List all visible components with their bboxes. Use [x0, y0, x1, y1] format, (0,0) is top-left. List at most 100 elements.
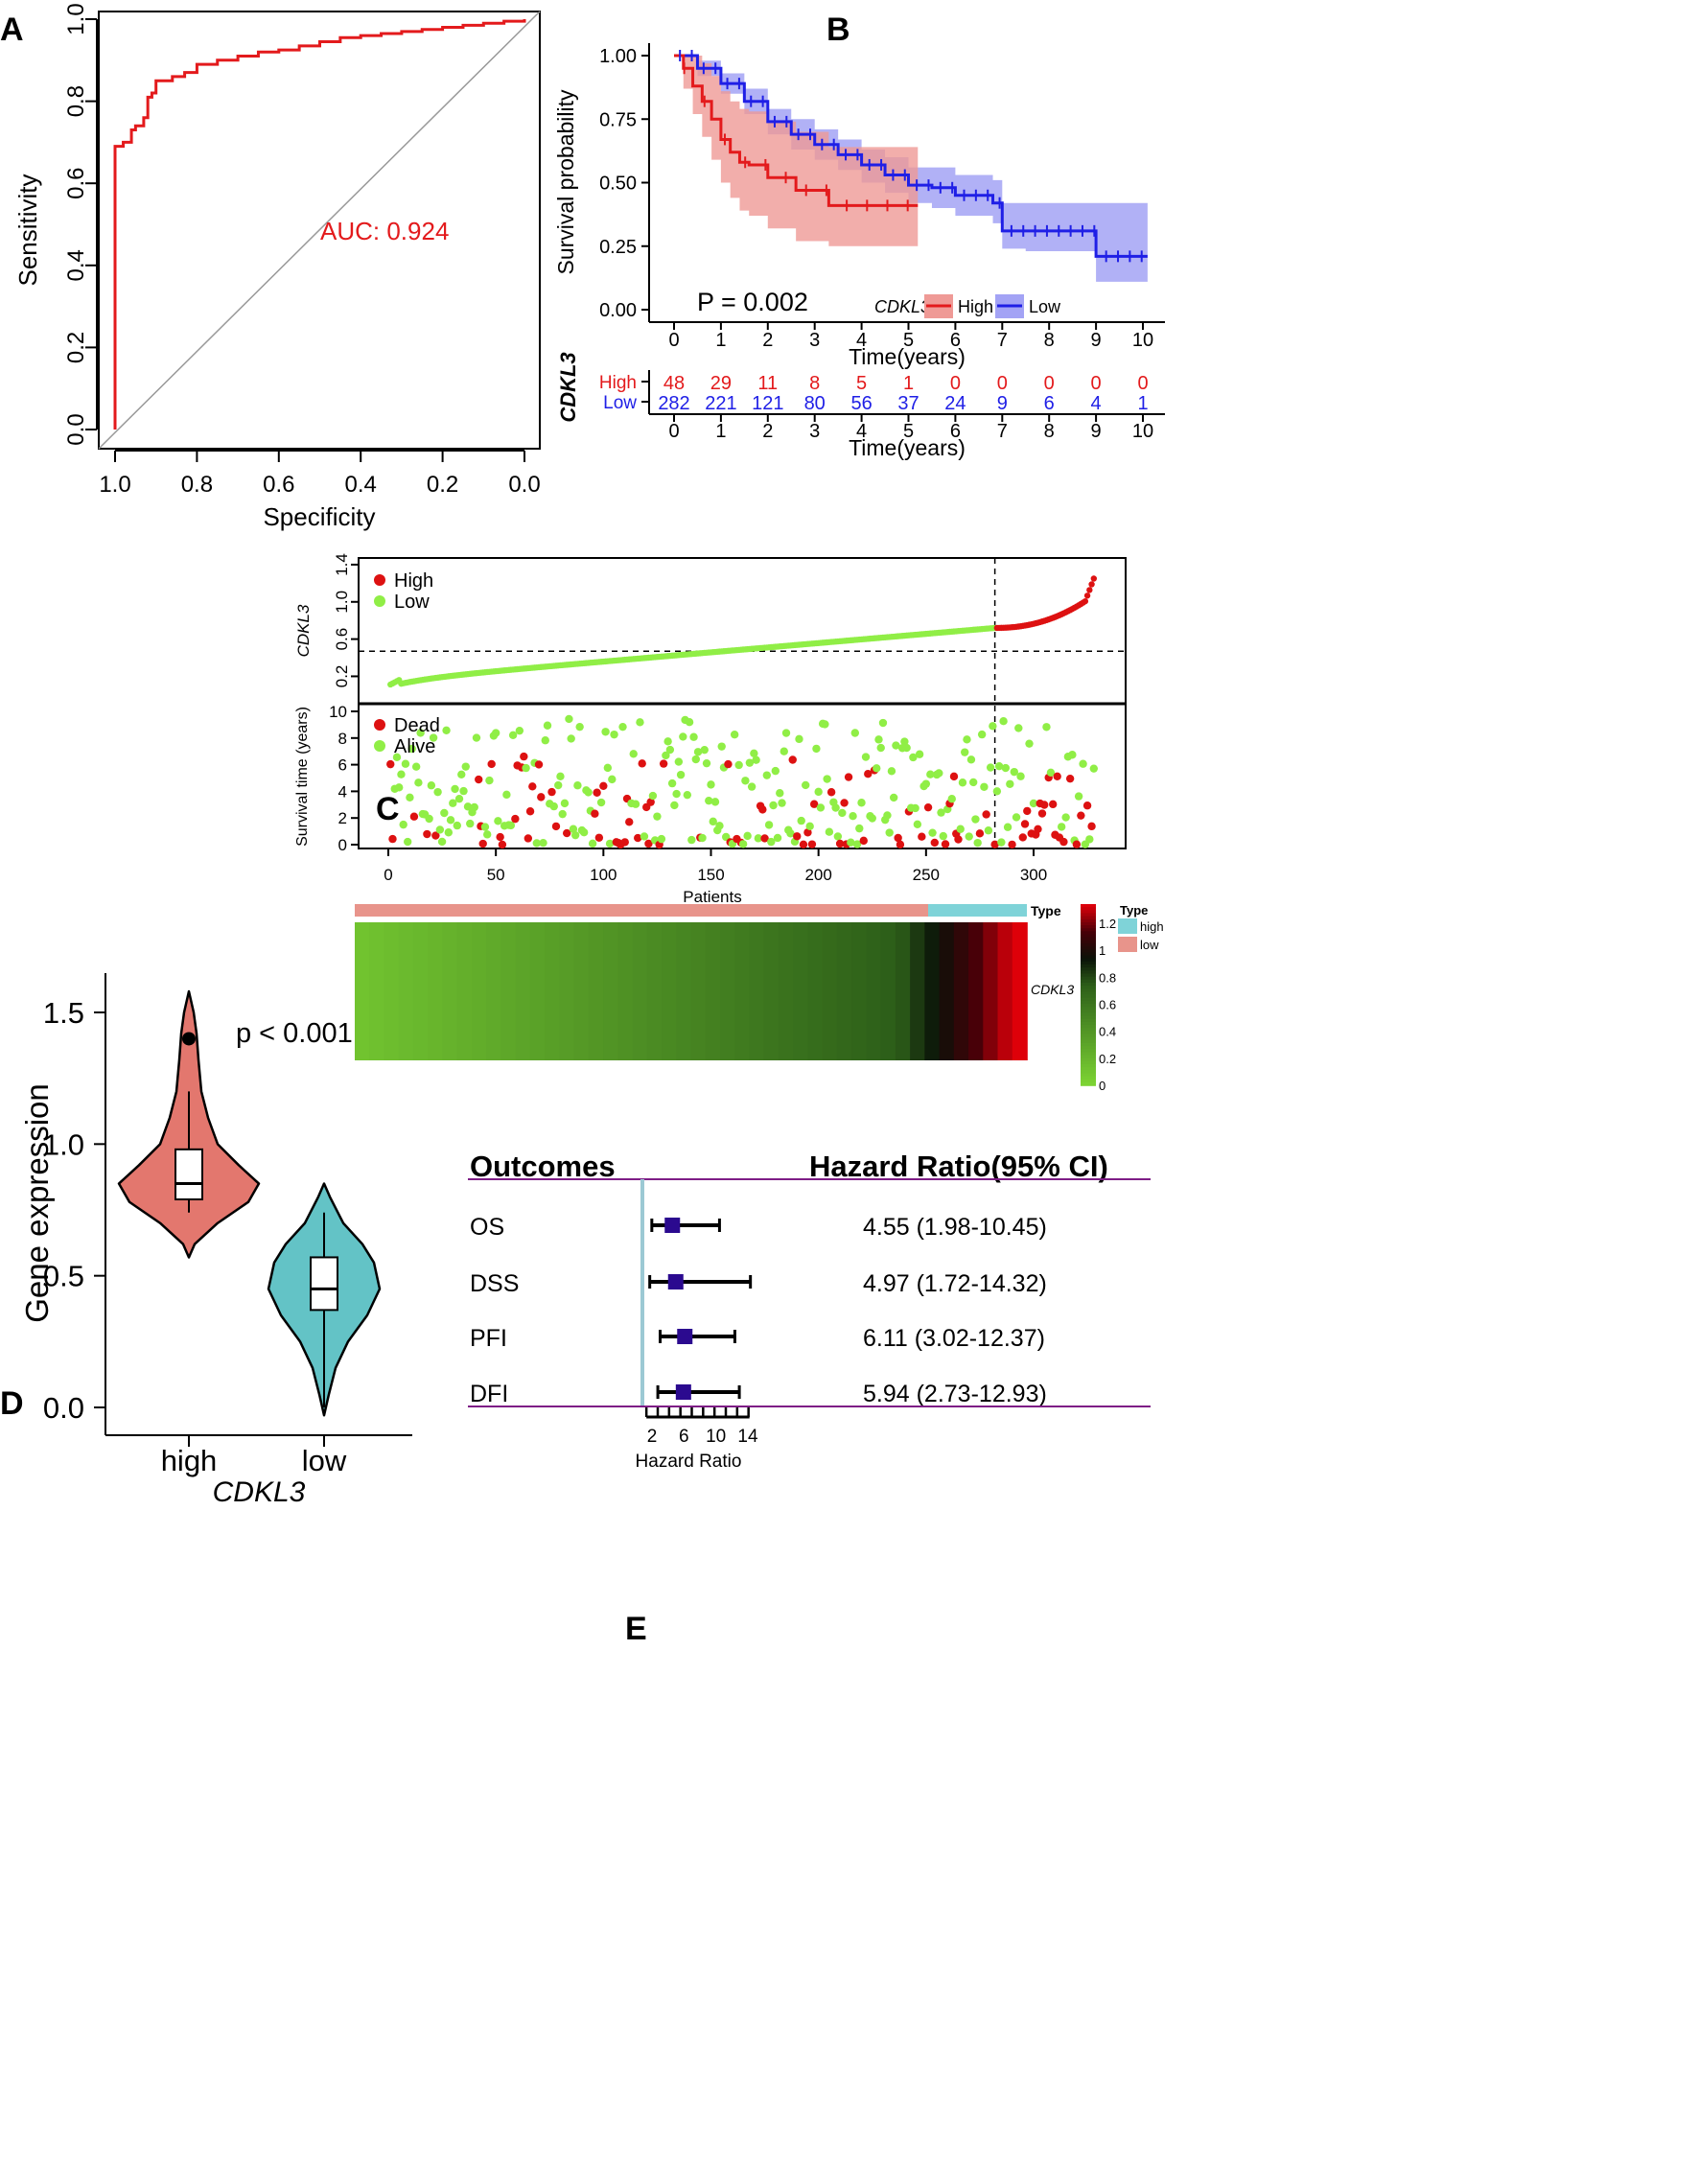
- survival-point: [724, 759, 733, 769]
- survival-point: [752, 755, 760, 764]
- survival-point: [429, 733, 438, 742]
- survival-point: [480, 823, 490, 831]
- survival-x-label: Patients: [683, 888, 741, 906]
- survival-x-tick-label: 0: [384, 866, 392, 884]
- colorbar-segment: [1081, 934, 1096, 939]
- survival-point: [1012, 813, 1021, 822]
- survival-point: [636, 718, 644, 727]
- survival-point: [570, 830, 580, 840]
- colorbar-segment: [1081, 1003, 1096, 1008]
- survival-point: [524, 834, 533, 843]
- survival-x-tick-label: 100: [590, 866, 617, 884]
- survival-point: [508, 731, 518, 740]
- violin-x-label: CDKL3: [213, 1476, 306, 1508]
- box-iqr: [310, 1256, 338, 1312]
- survival-point: [700, 745, 709, 755]
- survival-point: [1008, 840, 1016, 849]
- colorbar-segment: [1081, 940, 1096, 944]
- survival-point: [750, 749, 758, 758]
- risk-title: CDKL3: [556, 352, 580, 422]
- survival-point: [889, 793, 898, 802]
- forest-header-hr: Hazard Ratio(95% CI): [809, 1150, 1108, 1183]
- km-x-label: Time(years): [849, 344, 966, 369]
- survival-point: [644, 839, 653, 848]
- survival-point: [461, 762, 470, 771]
- survival-point: [573, 781, 582, 790]
- legend-high-label: High: [394, 570, 433, 592]
- survival-point: [674, 757, 684, 766]
- survival-point: [992, 787, 1002, 796]
- survival-point: [968, 778, 978, 787]
- survival-point: [640, 832, 649, 841]
- survival-point: [475, 775, 483, 784]
- survival-point: [648, 791, 658, 801]
- heatmap-cell: [749, 922, 765, 1060]
- colorbar-tick-label: 0.2: [1099, 1052, 1116, 1066]
- survival-point: [437, 837, 447, 847]
- survival-point: [502, 790, 511, 800]
- roc-y-label: Sensitivity: [13, 174, 42, 286]
- survival-point: [705, 796, 713, 805]
- survival-point: [593, 788, 601, 797]
- survival-point: [440, 808, 449, 818]
- colorbar-segment: [1081, 937, 1096, 941]
- colorbar-segment: [1081, 991, 1096, 996]
- survival-x-tick-label: 300: [1020, 866, 1047, 884]
- survival-point: [902, 743, 911, 753]
- survival-point: [689, 732, 698, 741]
- survival-point: [603, 763, 613, 773]
- survival-point: [1046, 768, 1056, 777]
- risk-row-label: Low: [603, 393, 637, 413]
- survival-point: [709, 817, 717, 826]
- survival-point: [569, 825, 578, 833]
- violin-pvalue: p < 0.001: [236, 1018, 353, 1049]
- survival-point: [876, 743, 885, 753]
- legend-high-dot: [374, 574, 385, 586]
- survival-point: [401, 759, 410, 768]
- survival-point: [738, 840, 748, 848]
- survival-point: [416, 729, 425, 737]
- survival-y-tick-label: 6: [338, 756, 347, 775]
- survival-point: [472, 733, 481, 742]
- risk-count: 24: [944, 393, 966, 414]
- survival-point: [1016, 772, 1025, 780]
- risk-score-y-tick-label: 0.6: [333, 628, 351, 651]
- survival-point: [451, 784, 459, 794]
- survival-point: [601, 728, 610, 736]
- survival-point: [610, 730, 618, 739]
- survival-x-tick-label: 250: [913, 866, 940, 884]
- survival-point: [894, 833, 902, 843]
- survival-point: [1085, 835, 1094, 844]
- survival-point: [427, 781, 436, 790]
- risk-x-tick-label: 4: [856, 421, 867, 442]
- forest-x-tick-label: 6: [679, 1427, 689, 1447]
- heatmap-cell: [573, 922, 590, 1060]
- survival-point: [567, 734, 575, 743]
- forest-row-label: DSS: [470, 1270, 519, 1297]
- risk-count: 80: [804, 393, 826, 414]
- survival-point: [594, 833, 604, 842]
- colorbar-segment: [1081, 1079, 1096, 1083]
- legend-dead-label: Dead: [394, 715, 440, 736]
- forest-hr-text: 5.94 (2.73-12.93): [863, 1381, 1047, 1407]
- risk-x-tick-label: 3: [809, 421, 820, 442]
- forest-hr-text: 6.11 (3.02-12.37): [863, 1325, 1045, 1352]
- colorbar-segment: [1081, 1039, 1096, 1044]
- risk-count: 0: [1091, 373, 1102, 394]
- risk-score-y-tick-label: 0.2: [333, 665, 351, 688]
- survival-point: [949, 772, 959, 781]
- survival-point: [997, 838, 1006, 847]
- km-pvalue: P = 0.002: [697, 288, 808, 316]
- survival-point: [823, 775, 831, 783]
- colorbar-segment: [1081, 994, 1096, 999]
- survival-point: [629, 750, 638, 758]
- heatmap-cell: [529, 922, 546, 1060]
- forest-row-label: OS: [470, 1214, 504, 1241]
- risk-score-y-tick-label: 1.0: [333, 591, 351, 614]
- survival-point: [909, 753, 918, 762]
- survival-point: [588, 839, 597, 848]
- survival-point: [672, 789, 681, 799]
- survival-point: [923, 802, 933, 812]
- survival-point: [849, 811, 857, 821]
